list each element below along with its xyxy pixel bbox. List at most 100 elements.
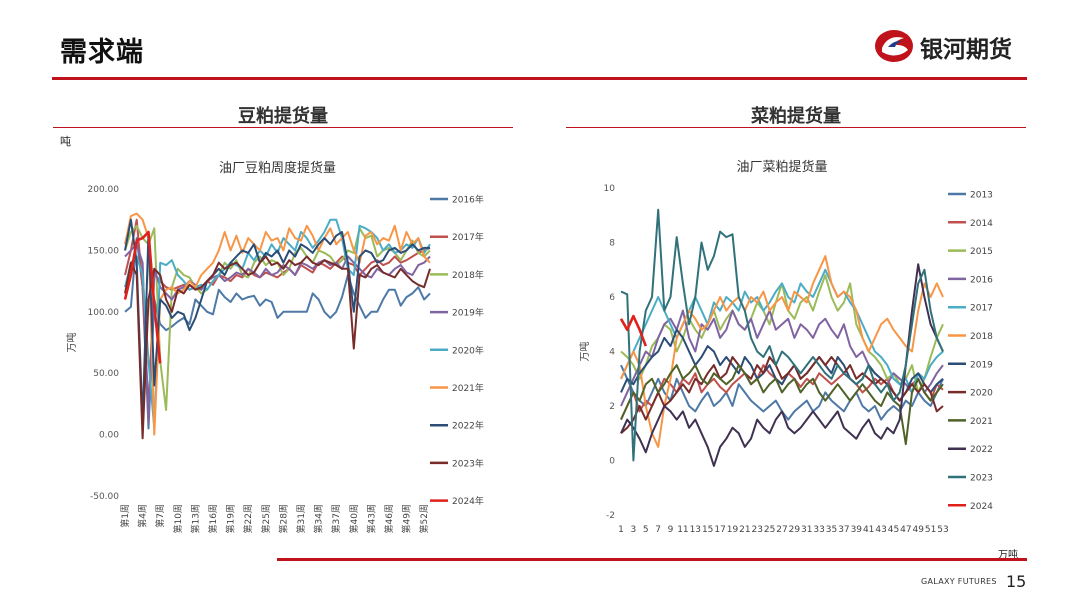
x-tick-label: 第52周 [418,504,430,533]
x-tick-label: 1 [618,525,624,535]
series-line-2019年 [124,243,431,424]
x-tick-label: 第22周 [242,504,254,533]
x-tick-label: 第31周 [295,504,307,533]
x-tick-label: 第13周 [189,504,201,533]
x-tick-label: 39 [851,525,863,535]
series-line-2023年 [124,255,431,440]
series-line-2024年 [123,230,162,364]
page-title: 需求端 [60,37,144,68]
x-tick-label: 17 [714,525,725,535]
y-tick-label: -2 [606,511,615,521]
left-unit-label: 吨 [60,135,71,148]
x-tick-label: 5 [643,525,649,535]
legend-label: 2015 [970,247,993,257]
x-tick-label: 31 [801,525,812,535]
panel-divider-right [566,127,1026,128]
x-tick-label: 7 [655,525,661,535]
x-tick-label: 第19周 [225,504,237,533]
x-tick-label: 第16周 [207,504,219,533]
legend-label: 2019年 [452,307,484,319]
x-tick-label: 第46周 [383,504,395,533]
legend-label: 2016 [970,275,993,285]
x-tick-label: 第7周 [154,504,166,528]
series-line-2024 [619,314,648,347]
x-tick-label: 47 [900,525,911,535]
y-axis-label: 万吨 [65,333,78,353]
y-tick-label: 200.00 [88,185,120,195]
logo-text: 银河期货 [920,37,1012,63]
y-tick-label: 6 [609,293,615,303]
x-tick-label: 第43周 [365,504,377,533]
legend-label: 2021年 [452,382,484,394]
x-tick-label: 27 [776,525,787,535]
y-axis-label: 万吨 [578,342,591,362]
x-tick-label: 51 [925,525,936,535]
chart-soymeal-weekly: 油厂豆粕周度提货量 200.00 150.00 100.00 50.00 0.00 -50.… [65,160,484,533]
x-tick-label: 15 [702,525,713,535]
series-line-2016 [620,309,944,407]
x-tick-label: 第34周 [313,504,325,533]
x-tick-label: 第10周 [172,504,184,533]
x-tick-label: 第25周 [260,504,272,533]
footer-brand: GALAXY FUTURES [921,577,997,586]
legend-label: 2024 [970,502,993,512]
legend: 2016年 2017年 2018年 2019年 2020年 2021年 2022年 2023年… [430,194,484,507]
x-tick-label: 25 [764,525,775,535]
legend-label: 2020 [970,389,993,399]
chart-title: 油厂豆粕周度提货量 [219,160,336,176]
x-tick-label: 3 [631,525,637,535]
page-number: 15 [1006,572,1027,591]
footer-divider [277,558,1027,561]
panel-title-soymeal: 豆粕提货量 [238,106,328,127]
series-line-2021年 [124,212,431,436]
x-tick-label: 9 [668,525,674,535]
x-tick-label: 第28周 [277,504,289,533]
y-tick-label: 50.00 [93,369,119,379]
x-tick-label: 13 [690,525,701,535]
legend-label: 2023年 [452,457,484,469]
x-tick-label: 11 [677,525,688,535]
galaxy-logo-icon [875,30,913,62]
series-line-2020 [620,356,944,435]
legend-label: 2017 [970,304,993,314]
y-tick-label: -50.00 [90,492,119,502]
legend-label: 2021 [970,417,993,427]
y-tick-label: 0 [609,457,615,467]
y-tick-label: 2 [609,402,615,412]
x-tick-label: 第49周 [401,504,413,533]
x-tick-label: 37 [838,525,849,535]
legend-label: 2018 [970,332,993,342]
x-tick-label: 第40周 [348,504,360,533]
x-tick-label: 53 [937,525,948,535]
y-tick-label: 100.00 [88,308,120,318]
legend-label: 2019 [970,360,993,370]
header-divider [52,77,1027,80]
series-line-2019 [620,328,944,402]
legend: 2013 2014 2015 2016 2017 2018 2019 2020 2021 2022… [948,191,993,512]
legend-label: 2023 [970,474,993,484]
x-tick-label: 23 [752,525,763,535]
y-tick-label: 10 [604,184,616,194]
brand-logo: 银河期货 [874,28,1034,64]
chart-title: 油厂菜粕提货量 [736,159,827,175]
legend-label: 2014 [970,219,993,229]
panel-title-rapeseedmeal: 菜粕提货量 [751,106,841,127]
series-line-2021 [620,364,944,446]
x-tick-label: 第37周 [330,504,342,533]
legend-label: 2022年 [452,420,484,432]
series-line-2022 [620,263,944,467]
legend-label: 2013 [970,191,993,201]
x-tick-label: 29 [789,525,801,535]
series-line-2018 [620,255,944,448]
y-tick-label: 150.00 [88,246,120,256]
x-tick-label: 45 [888,525,899,535]
y-tick-label: 8 [609,239,615,249]
series-line-2022年 [124,218,430,424]
legend-label: 2016年 [452,194,484,206]
right-unit-label: 万吨 [998,550,1018,561]
series-line-2023 [620,208,944,462]
x-tick-label: 43 [875,525,886,535]
y-tick-label: 0.00 [99,431,119,441]
x-tick-label: 第1周 [119,504,131,528]
